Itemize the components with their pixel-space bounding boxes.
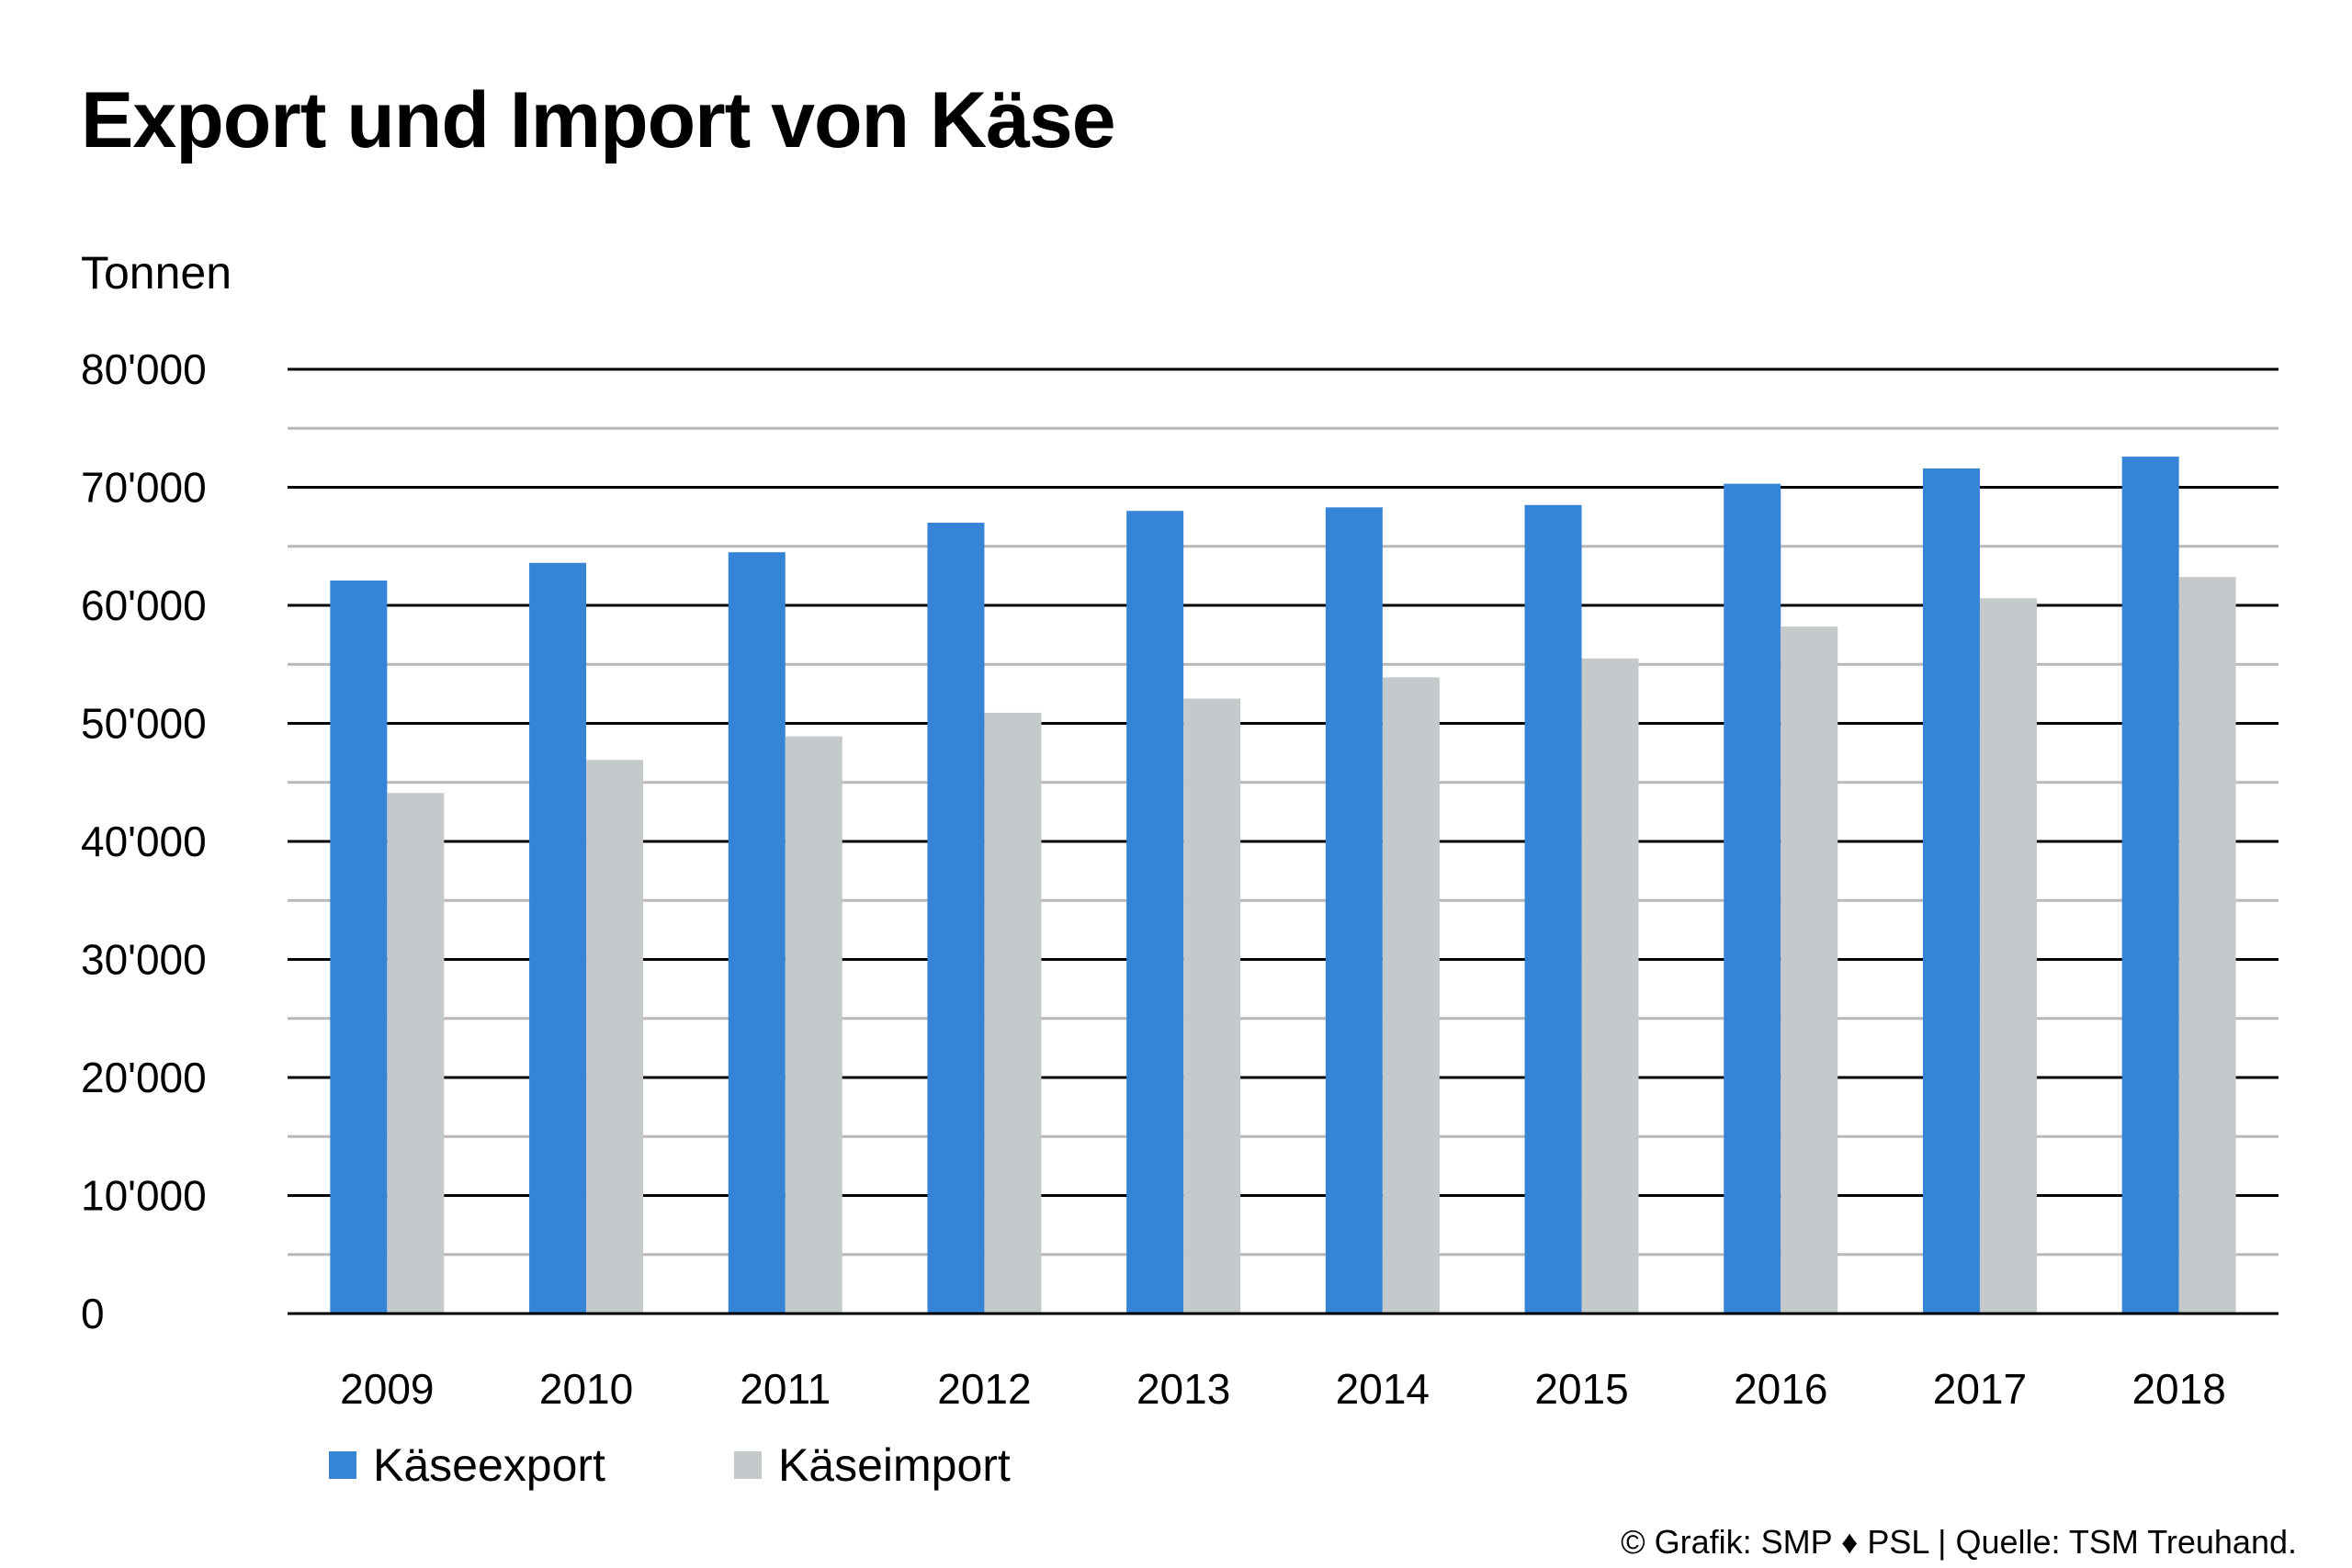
- x-tick-label: 2017: [1933, 1365, 2027, 1413]
- bar-import: [984, 712, 1042, 1314]
- bar-export: [1922, 468, 1980, 1314]
- bar-export: [1325, 507, 1383, 1314]
- bar-export: [1724, 483, 1781, 1314]
- legend-item-import: Käseimport: [733, 1438, 1011, 1492]
- bar-import: [1781, 626, 1838, 1314]
- legend-item-export: Käseexport: [329, 1438, 605, 1492]
- x-tick-label: 2013: [1136, 1365, 1230, 1413]
- x-tick-label: 2012: [937, 1365, 1031, 1413]
- y-tick-label: 0: [81, 1290, 105, 1337]
- bars: [288, 457, 2278, 1315]
- y-tick-label: 40'000: [81, 818, 207, 865]
- y-axis-unit-label: Tonnen: [81, 247, 232, 299]
- x-tick-label: 2010: [539, 1365, 633, 1413]
- bar-export: [529, 562, 587, 1314]
- x-tick-labels: 2009 2010 2011 2012 2013 2014 2015 2016 2017 2018: [340, 1365, 2226, 1413]
- y-tick-label: 80'000: [81, 345, 207, 393]
- y-tick-label: 60'000: [81, 581, 207, 629]
- bar-export: [927, 523, 985, 1314]
- chart-title: Export und Import von Käse: [81, 76, 1116, 164]
- bar-import: [1382, 677, 1440, 1314]
- x-tick-label: 2014: [1336, 1365, 1430, 1413]
- bar-import: [387, 793, 445, 1314]
- legend-swatch-export: [329, 1451, 356, 1479]
- y-tick-label: 10'000: [81, 1172, 207, 1220]
- bar-import: [2178, 577, 2236, 1314]
- bar-import: [785, 736, 842, 1314]
- source-credit: © Grafik: SMP ♦ PSL | Quelle: TSM Treuha…: [1621, 1523, 2297, 1561]
- bar-export: [728, 552, 786, 1314]
- bar-import: [1581, 658, 1639, 1314]
- bar-import: [1979, 598, 2037, 1314]
- legend-label-import: Käseimport: [777, 1439, 1011, 1491]
- y-tick-label: 50'000: [81, 700, 207, 748]
- legend-label-export: Käseexport: [373, 1439, 605, 1491]
- bar-import: [1183, 698, 1241, 1314]
- legend: Käseexport Käseimport: [329, 1438, 1139, 1492]
- y-tick-labels: 0 10'000 20'000 30'000 40'000 50'000 60'000 70'…: [81, 345, 207, 1337]
- x-tick-label: 2015: [1534, 1365, 1628, 1413]
- x-tick-label: 2016: [1734, 1365, 1827, 1413]
- y-tick-label: 20'000: [81, 1054, 207, 1101]
- y-tick-label: 30'000: [81, 936, 207, 984]
- x-tick-label: 2009: [340, 1365, 434, 1413]
- bar-export: [1126, 511, 1184, 1314]
- bar-export: [1524, 504, 1582, 1314]
- bar-export: [2121, 457, 2179, 1314]
- bar-export: [330, 581, 388, 1314]
- y-tick-label: 70'000: [81, 464, 207, 512]
- x-tick-label: 2018: [2132, 1365, 2225, 1413]
- x-tick-label: 2011: [740, 1365, 831, 1413]
- legend-swatch-import: [733, 1451, 762, 1479]
- bar-import: [586, 760, 644, 1314]
